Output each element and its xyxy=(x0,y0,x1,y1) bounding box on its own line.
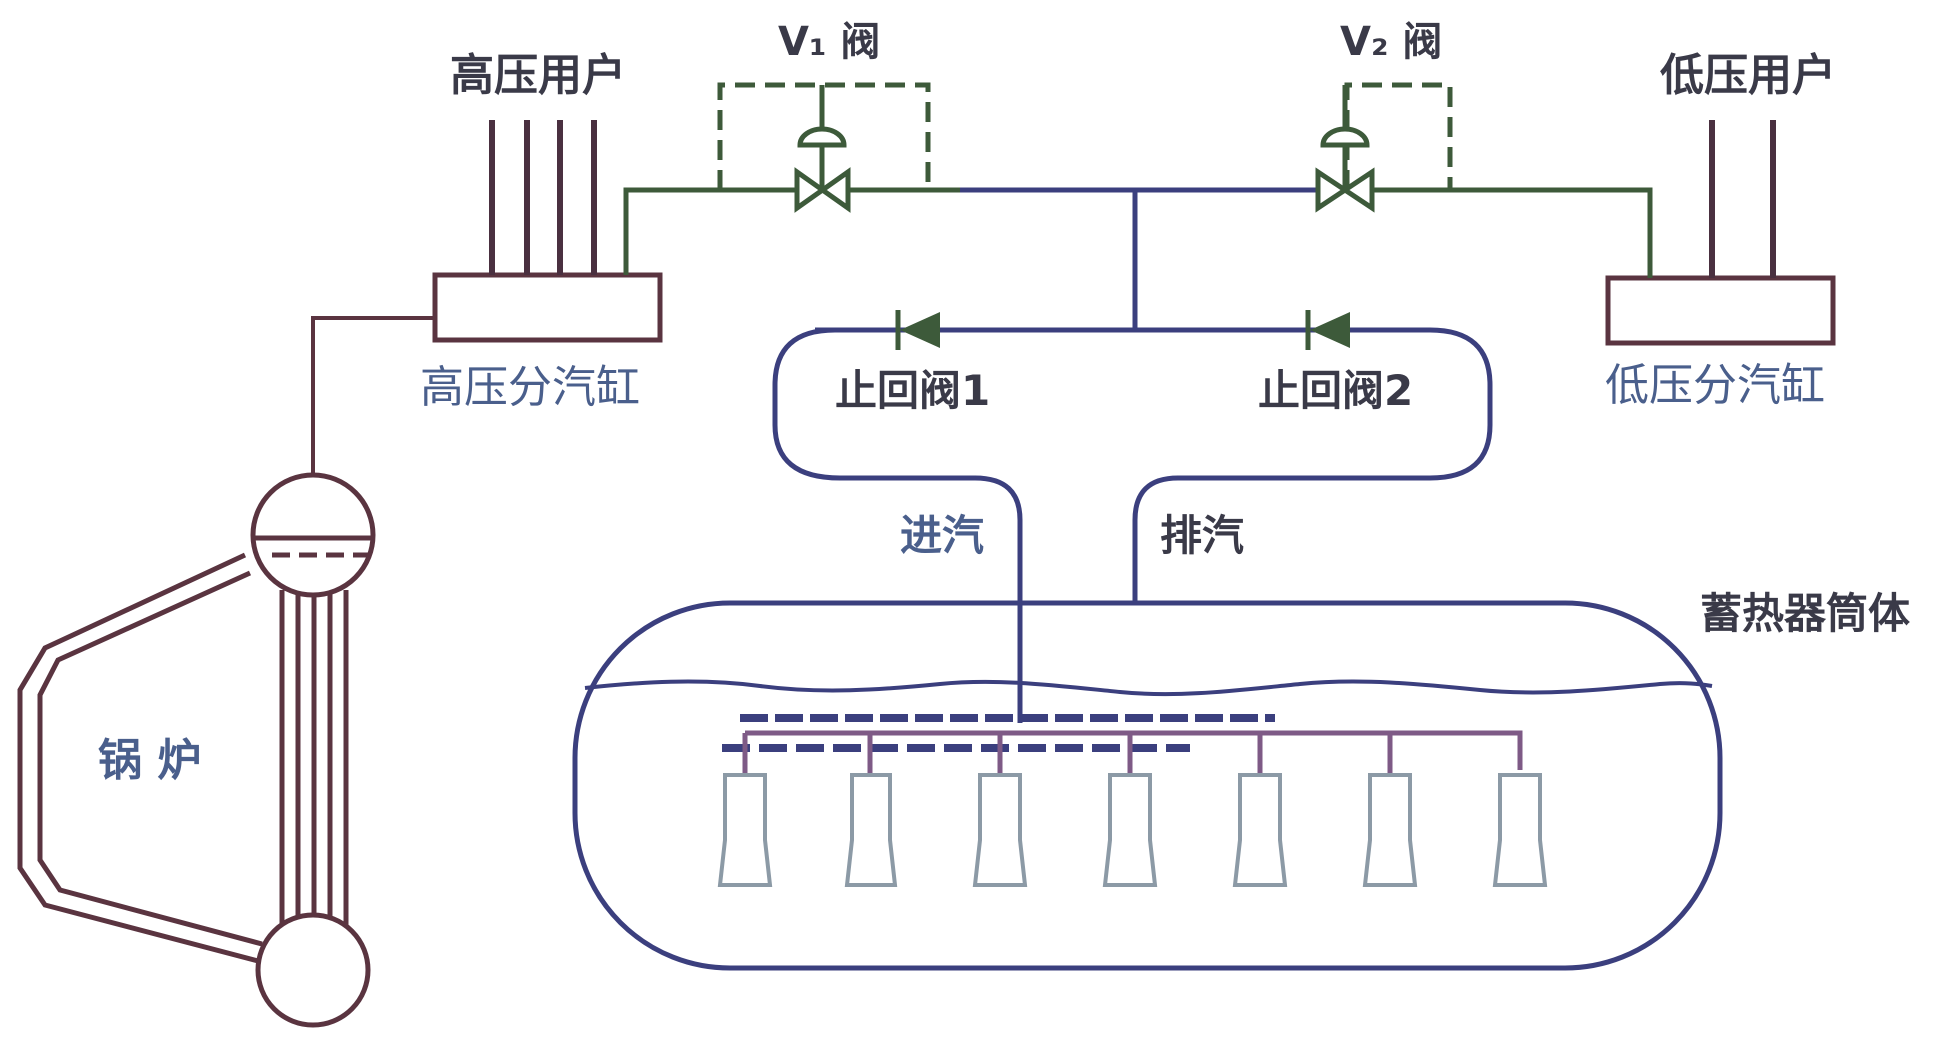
v2-control-loop xyxy=(1344,82,1453,190)
v2-valve-label: V₂ 阀 xyxy=(1340,19,1442,65)
check-valve-2 xyxy=(1305,310,1350,350)
boiler-mud-drum xyxy=(255,912,371,1028)
high-pressure-header xyxy=(432,272,663,343)
nozzle xyxy=(1492,773,1548,887)
check-valve-1-label: 止回阀1 xyxy=(835,366,990,415)
nozzle xyxy=(844,773,898,887)
boiler-supply-pipe xyxy=(311,316,435,475)
water-surface xyxy=(584,679,1713,697)
boiler xyxy=(17,472,376,1028)
nozzle xyxy=(972,773,1028,887)
high-pressure-users-label: 高压用户 xyxy=(450,50,626,101)
low-pressure-header xyxy=(1605,275,1836,346)
nozzle xyxy=(717,773,773,887)
accumulator-shell-label: 蓄热器筒体 xyxy=(1700,589,1910,638)
high-pressure-header-label: 高压分汽缸 xyxy=(420,362,640,413)
v1-valve-label: V₁ 阀 xyxy=(778,19,880,65)
low-pressure-header-label: 低压分汽缸 xyxy=(1605,360,1825,411)
check-valve-loop xyxy=(772,327,1493,603)
check-valve-1 xyxy=(895,310,940,350)
steam-exhaust-label: 排汽 xyxy=(1160,511,1244,560)
labels: 高压用户 低压用户 V₁ 阀 V₂ 阀 高压分汽缸 低压分汽缸 止回阀1 止回阀… xyxy=(98,19,1910,786)
boiler-steam-drum xyxy=(250,472,376,598)
main-steam-line-left xyxy=(623,187,960,275)
high-pressure-user-pipes xyxy=(489,120,597,275)
main-steam-line-right xyxy=(1360,187,1653,278)
boiler-label: 锅 炉 xyxy=(98,735,201,786)
steam-nozzles xyxy=(717,773,1548,887)
v1-control-loop xyxy=(717,82,931,190)
nozzle xyxy=(1232,773,1288,887)
check-valve-2-label: 止回阀2 xyxy=(1258,366,1413,415)
steam-inlet-label: 进汽 xyxy=(900,511,984,560)
nozzle xyxy=(1102,773,1158,887)
nozzle-manifold xyxy=(742,730,1523,775)
low-pressure-users-label: 低压用户 xyxy=(1660,50,1836,101)
boiler-downcomer-outer xyxy=(17,552,263,965)
v2-valve xyxy=(1315,82,1453,213)
low-pressure-user-pipes xyxy=(1709,120,1776,278)
boiler-riser-tubes xyxy=(279,590,349,925)
nozzle xyxy=(1362,773,1418,887)
boiler-downcomer-inner xyxy=(37,570,263,947)
v1-valve xyxy=(717,82,931,213)
